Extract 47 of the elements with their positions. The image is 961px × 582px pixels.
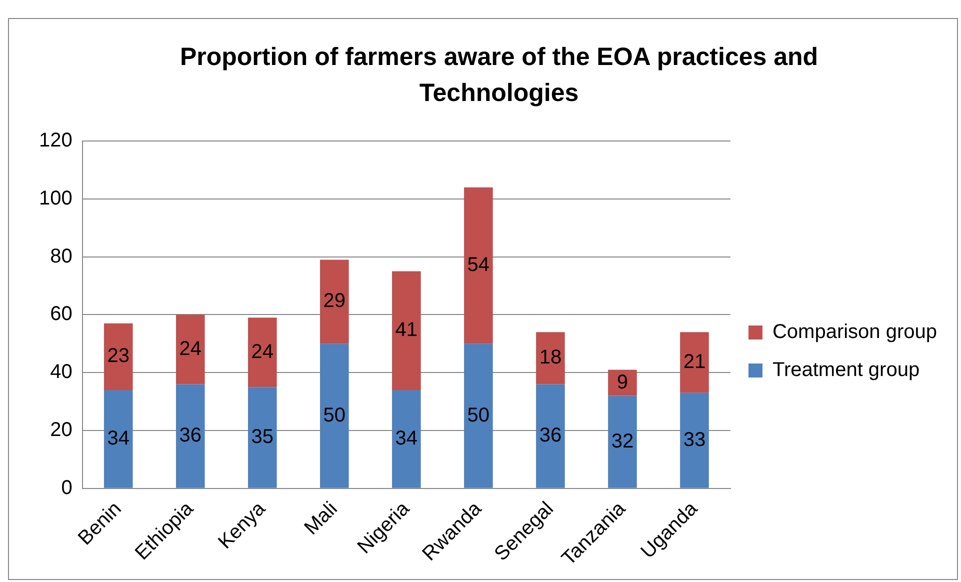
bar (104, 390, 133, 488)
y-tick-label: 60 (50, 303, 72, 326)
y-tick-label: 20 (50, 419, 72, 442)
bar (608, 370, 637, 396)
bar (320, 344, 349, 488)
bar (680, 332, 709, 393)
bar (608, 396, 637, 488)
legend-label: Comparison group (772, 321, 937, 344)
data-label: 34 (395, 427, 418, 450)
data-label: 50 (323, 404, 346, 426)
data-label: 35 (251, 426, 274, 448)
data-label: 36 (539, 424, 562, 447)
bar (392, 271, 421, 390)
data-label: 29 (323, 290, 346, 312)
data-label: 21 (683, 350, 706, 373)
bar (464, 344, 493, 488)
data-label: 24 (179, 338, 202, 360)
data-label: 34 (107, 427, 130, 450)
bar (320, 260, 349, 344)
legend-label: Treatment group (772, 359, 920, 382)
bar (392, 390, 421, 488)
bar (536, 332, 565, 384)
data-label: 41 (395, 319, 418, 342)
data-label: 18 (539, 346, 562, 369)
data-label: 23 (107, 345, 130, 368)
bar (176, 384, 205, 488)
y-tick-label: 0 (61, 476, 72, 499)
chart-title: Proportion of farmers aware of the EOA practices and Technologies (178, 42, 820, 109)
data-label: 32 (611, 430, 634, 452)
bar (248, 318, 277, 388)
y-tick-label: 100 (38, 187, 72, 210)
y-tick-label: 120 (38, 130, 72, 152)
data-label: 36 (179, 424, 202, 447)
data-label: 54 (467, 254, 490, 276)
y-tick-label: 40 (50, 361, 72, 384)
data-label: 33 (683, 428, 706, 451)
bar (536, 384, 565, 488)
bar (464, 187, 493, 344)
data-label: 9 (616, 371, 628, 394)
x-tick-label: Mali (300, 498, 342, 540)
data-label: 50 (467, 404, 490, 426)
bar (680, 392, 709, 488)
bar (248, 387, 277, 488)
bar (176, 314, 205, 384)
data-label: 24 (251, 340, 274, 363)
y-tick-label: 80 (50, 245, 72, 268)
bar (104, 323, 133, 390)
